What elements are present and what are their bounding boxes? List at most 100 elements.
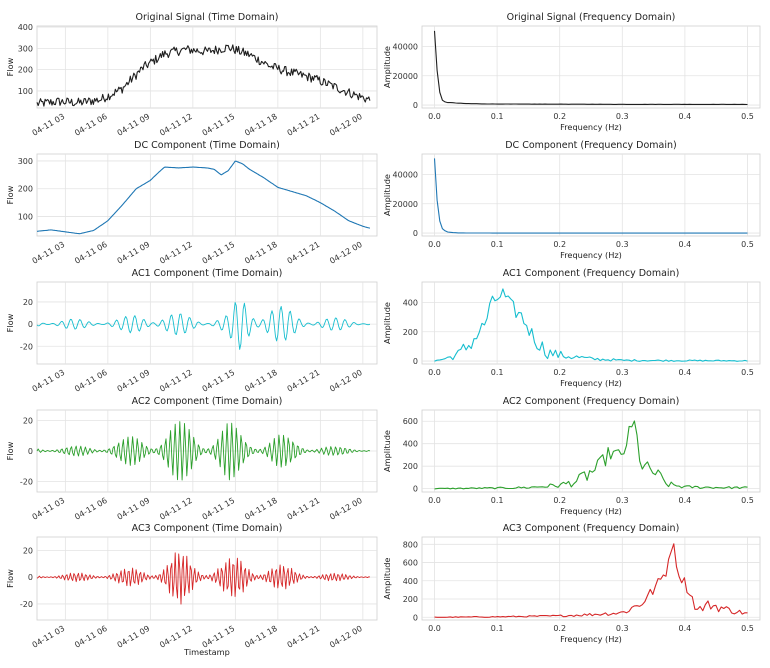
y-tick-label: 0 [413, 101, 418, 110]
x-axis-label: Frequency (Hz) [560, 250, 622, 260]
chart-title: AC1 Component (Time Domain) [132, 268, 283, 279]
x-tick-label: 04-11 18 [243, 624, 279, 650]
time-panel-8: 04-11 03 04-11 06 04-11 09 04-11 12 04-11 15… [5, 523, 378, 657]
x-tick-label: 04-11 09 [116, 368, 152, 394]
x-tick-label: 04-11 03 [31, 112, 67, 138]
y-tick-label: 20 [23, 546, 33, 555]
series-line [433, 158, 748, 234]
x-tick-label: 0.3 [616, 112, 629, 121]
y-axis-label: Amplitude [382, 430, 392, 472]
y-tick-label: 20000 [393, 200, 418, 209]
x-tick-label: 0.1 [491, 240, 504, 249]
x-tick-label: 04-11 12 [158, 624, 194, 650]
x-tick-label: 04-11 09 [116, 112, 152, 138]
x-axis-label: Frequency (Hz) [560, 122, 622, 132]
y-tick-label: -20 [20, 600, 33, 609]
x-tick-label: 04-11 12 [158, 496, 194, 522]
x-tick-label: 0.2 [553, 496, 566, 505]
chart-title: AC1 Component (Frequency Domain) [503, 268, 680, 279]
x-axis-label: Frequency (Hz) [560, 506, 622, 516]
y-axis-label: Flow [5, 57, 15, 76]
x-tick-label: 0.0 [428, 496, 441, 505]
x-tick-label: 0.5 [741, 496, 754, 505]
y-tick-label: 200 [18, 66, 33, 75]
x-tick-label: 0.1 [491, 496, 504, 505]
x-tick-label: 04-11 15 [201, 368, 237, 394]
y-tick-label: 400 [18, 23, 33, 32]
x-tick-label: 04-11 15 [201, 496, 237, 522]
x-tick-label: 0.4 [679, 112, 692, 121]
x-tick-label: 0.3 [616, 368, 629, 377]
x-tick-label: 0.4 [679, 496, 692, 505]
y-tick-label: 0 [28, 447, 33, 456]
x-tick-label: 04-11 18 [243, 112, 279, 138]
plot-area [36, 153, 378, 237]
x-tick-label: 0.5 [741, 112, 754, 121]
x-tick-label: 04-11 12 [158, 368, 194, 394]
y-tick-label: 400 [403, 577, 418, 586]
chart-title: DC Component (Frequency Domain) [505, 140, 677, 151]
x-tick-label: 04-11 03 [31, 368, 67, 394]
series-line [36, 552, 370, 605]
y-tick-label: 0 [413, 229, 418, 238]
y-tick-label: 400 [403, 299, 418, 308]
chart-title: DC Component (Time Domain) [134, 140, 280, 151]
y-tick-label: 200 [18, 185, 33, 194]
y-tick-label: 0 [413, 357, 418, 366]
x-tick-label: 0.0 [428, 240, 441, 249]
x-tick-label: 04-11 21 [286, 368, 322, 394]
time-panel-0: 04-11 03 04-11 06 04-11 09 04-11 12 04-11 15… [5, 12, 378, 138]
x-tick-label: 04-11 21 [286, 240, 322, 266]
y-tick-label: 600 [403, 559, 418, 568]
series-line [434, 543, 748, 618]
freq-panel-7: 0.0 0.1 0.2 0.3 0.4 0.5 0 200 400 600 AC2 Componen… [382, 396, 761, 516]
x-tick-label: 04-11 12 [158, 112, 194, 138]
y-tick-label: 0 [28, 573, 33, 582]
x-tick-label: 0.3 [616, 496, 629, 505]
plot-area [421, 153, 761, 237]
x-tick-label: 0.1 [491, 368, 504, 377]
freq-panel-3: 0.0 0.1 0.2 0.3 0.4 0.5 0 20000 40000 DC Componen… [382, 140, 761, 260]
plot-area [421, 536, 761, 621]
x-tick-label: 0.0 [428, 112, 441, 121]
x-tick-label: 04-11 21 [286, 112, 322, 138]
x-tick-label: 04-11 18 [243, 368, 279, 394]
y-tick-label: 300 [18, 44, 33, 53]
y-tick-label: 20 [23, 298, 33, 307]
chart-title: Original Signal (Time Domain) [136, 12, 279, 23]
plot-area [421, 281, 761, 365]
y-tick-label: 600 [403, 417, 418, 426]
x-tick-label: 04-11 18 [243, 240, 279, 266]
x-tick-label: 04-11 09 [116, 624, 152, 650]
x-tick-label: 04-12 00 [328, 624, 364, 650]
x-tick-label: 0.5 [741, 368, 754, 377]
freq-panel-1: 0.0 0.1 0.2 0.3 0.4 0.5 0 20000 40000 Original Si… [382, 12, 761, 132]
x-tick-label: 04-12 00 [328, 240, 364, 266]
y-tick-label: 800 [403, 540, 418, 549]
x-tick-label: 04-12 00 [328, 368, 364, 394]
x-tick-label: 04-12 00 [328, 496, 364, 522]
series-line [434, 420, 748, 490]
x-tick-label: 04-11 03 [31, 496, 67, 522]
y-tick-label: 300 [18, 157, 33, 166]
x-tick-label: 0.4 [679, 240, 692, 249]
y-tick-label: 40000 [393, 171, 418, 180]
x-axis-label: Timestamp [183, 647, 230, 657]
series-line [36, 160, 371, 235]
x-tick-label: 04-11 06 [73, 112, 109, 138]
y-tick-label: 40000 [393, 43, 418, 52]
y-tick-label: 20 [23, 417, 33, 426]
time-panel-4: 04-11 03 04-11 06 04-11 09 04-11 12 04-11 15… [5, 268, 378, 394]
y-axis-label: Flow [5, 569, 15, 588]
freq-panel-9: 0.0 0.1 0.2 0.3 0.4 0.5 0 200 400 600 800 AC3 Compo… [382, 523, 761, 644]
y-tick-label: 200 [403, 328, 418, 337]
x-axis-label: Frequency (Hz) [560, 634, 622, 644]
x-tick-label: 0.0 [428, 624, 441, 633]
x-tick-label: 0.1 [491, 112, 504, 121]
x-tick-label: 04-11 09 [116, 496, 152, 522]
x-tick-label: 04-11 06 [73, 624, 109, 650]
chart-title: AC2 Component (Frequency Domain) [503, 396, 680, 407]
plot-area [421, 25, 761, 109]
x-tick-label: 0.1 [491, 624, 504, 633]
y-axis-label: Amplitude [382, 46, 392, 88]
